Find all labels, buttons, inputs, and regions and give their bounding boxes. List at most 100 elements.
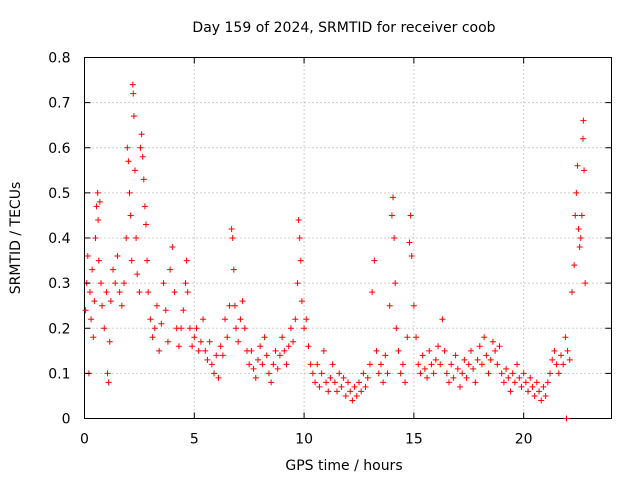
data-point xyxy=(353,392,360,399)
data-point xyxy=(407,212,414,219)
data-point xyxy=(95,257,102,264)
data-point xyxy=(575,225,582,232)
data-point xyxy=(404,334,411,341)
data-point xyxy=(259,361,266,368)
data-point xyxy=(430,370,437,377)
data-point xyxy=(285,343,292,350)
data-point xyxy=(200,316,207,323)
data-point xyxy=(415,361,422,368)
data-point xyxy=(349,397,356,404)
data-point xyxy=(487,356,494,363)
data-point xyxy=(375,370,382,377)
data-point xyxy=(454,365,461,372)
data-point xyxy=(149,334,156,341)
data-point xyxy=(329,361,336,368)
data-point xyxy=(213,352,220,359)
data-point xyxy=(476,343,483,350)
data-point xyxy=(581,167,588,174)
data-point xyxy=(347,388,354,395)
data-point xyxy=(180,307,187,314)
data-point xyxy=(582,280,589,287)
data-point xyxy=(252,374,259,381)
data-point xyxy=(125,158,132,165)
data-point xyxy=(162,307,169,314)
data-point xyxy=(171,289,178,296)
data-point xyxy=(283,361,290,368)
data-point xyxy=(124,144,131,151)
data-point xyxy=(373,347,380,354)
data-point xyxy=(305,343,312,350)
data-point xyxy=(153,302,160,309)
data-point xyxy=(360,370,367,377)
data-point xyxy=(384,370,391,377)
data-point xyxy=(121,280,128,287)
data-point xyxy=(355,379,362,386)
data-point xyxy=(555,370,562,377)
data-point xyxy=(107,298,114,305)
data-point xyxy=(97,280,104,287)
data-point xyxy=(316,383,323,390)
data-point xyxy=(134,271,141,278)
data-point xyxy=(579,135,586,142)
data-point xyxy=(364,374,371,381)
data-point xyxy=(140,176,147,183)
data-point xyxy=(142,221,149,228)
data-point xyxy=(446,379,453,386)
data-point xyxy=(472,379,479,386)
data-point xyxy=(432,356,439,363)
data-point xyxy=(84,253,91,260)
data-point xyxy=(536,388,543,395)
data-point xyxy=(94,189,101,196)
data-point xyxy=(577,235,584,241)
data-point xyxy=(542,392,549,399)
data-point xyxy=(263,352,270,359)
data-point xyxy=(505,374,512,381)
data-point xyxy=(141,203,148,210)
data-point xyxy=(261,334,268,341)
data-point xyxy=(345,379,351,386)
data-point xyxy=(287,325,294,332)
x-tick-label: 0 xyxy=(80,432,89,448)
data-point xyxy=(95,216,102,223)
data-point xyxy=(498,370,505,377)
data-point xyxy=(281,347,288,354)
data-point xyxy=(377,361,384,368)
data-point xyxy=(193,325,200,332)
data-point xyxy=(391,235,398,241)
data-point xyxy=(296,235,303,241)
data-point xyxy=(474,356,481,363)
data-point xyxy=(531,392,538,399)
data-point xyxy=(183,257,190,264)
data-points xyxy=(82,81,589,422)
data-point xyxy=(562,334,569,341)
data-point xyxy=(563,415,570,422)
data-point xyxy=(392,280,399,287)
data-point xyxy=(362,383,369,390)
data-point xyxy=(167,266,174,273)
data-point xyxy=(312,379,319,386)
data-point xyxy=(481,334,488,341)
data-point xyxy=(351,383,358,390)
x-tick-label: 20 xyxy=(515,432,533,448)
data-point xyxy=(525,388,532,395)
data-point xyxy=(294,280,301,287)
data-point xyxy=(128,257,135,264)
data-point xyxy=(441,347,448,354)
data-point xyxy=(303,316,310,323)
data-point xyxy=(366,361,373,368)
data-point xyxy=(318,370,325,377)
data-point xyxy=(295,216,302,223)
data-point xyxy=(230,266,237,273)
data-point xyxy=(156,347,163,354)
data-point xyxy=(129,81,136,88)
data-point xyxy=(336,370,343,377)
data-point xyxy=(301,325,308,332)
data-point xyxy=(527,374,534,381)
data-point xyxy=(566,356,573,363)
data-point xyxy=(88,316,95,323)
data-point xyxy=(228,225,235,232)
data-point xyxy=(371,257,378,264)
data-point xyxy=(272,347,279,354)
data-point xyxy=(518,383,525,390)
data-point xyxy=(424,374,431,381)
